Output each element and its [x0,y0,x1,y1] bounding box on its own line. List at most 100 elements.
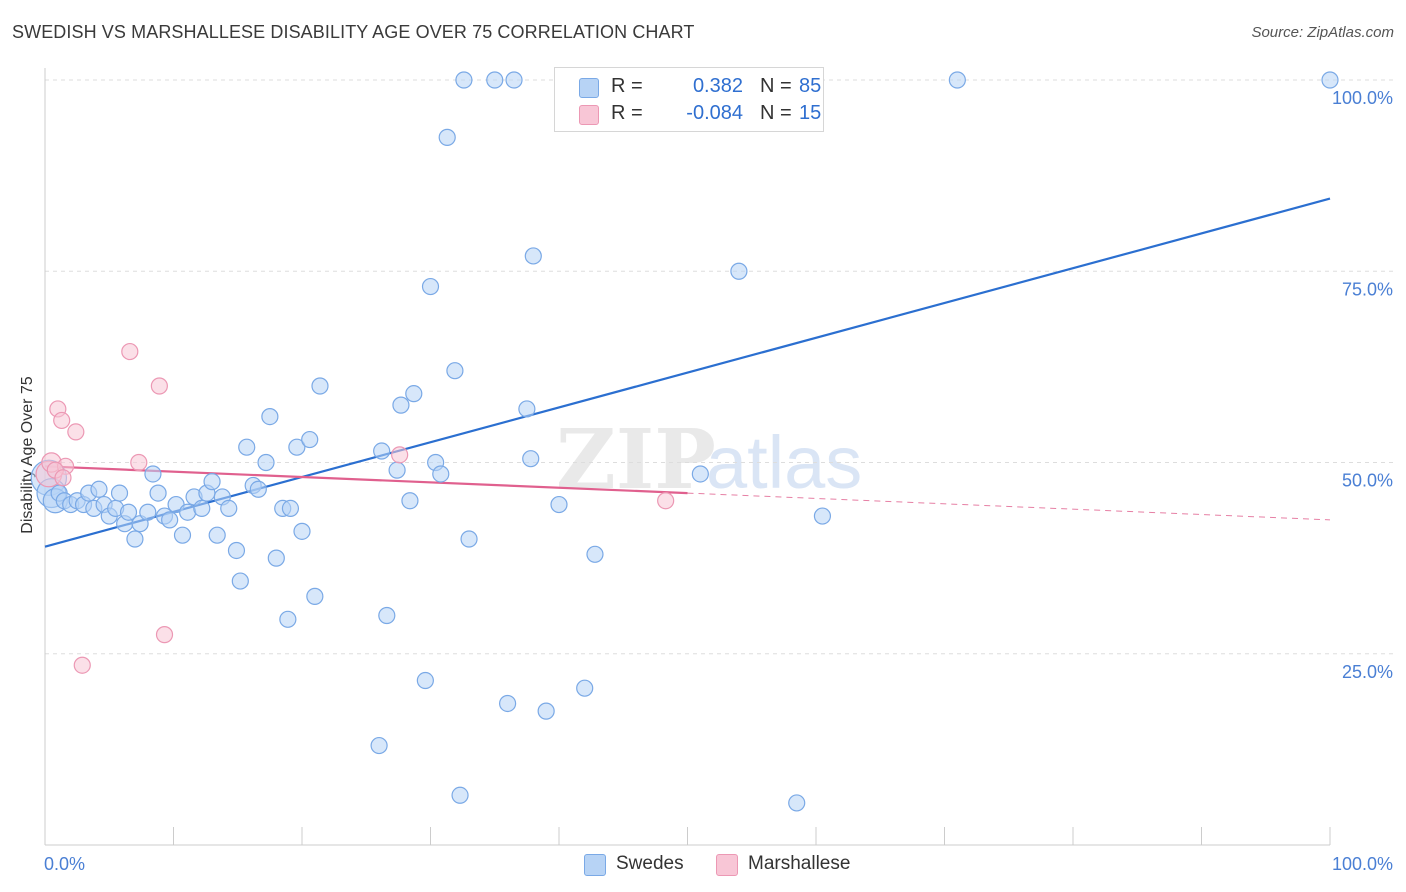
swedes-point [373,442,391,460]
swedes-point [432,465,450,483]
marshallese-point [54,469,72,487]
swedes-point [311,377,329,395]
swedes-point [421,277,440,296]
swedes-point [231,572,249,590]
marshallese-point [130,453,148,472]
x-tick-label: 100.0% [1332,854,1393,874]
y-tick-label: 50.0% [1342,471,1393,491]
swedes-point [392,396,410,414]
marshallese-legend-label: Marshallese [748,853,851,874]
swedes-point [208,526,226,544]
swedes-point [173,526,192,544]
swedes-point [576,679,594,697]
swedes-r-label: R = [611,75,643,97]
swedes-point [370,736,388,755]
marshallese-point [67,423,85,441]
swedes-point [1321,71,1339,89]
swedes-point [281,499,300,517]
swedes-point [788,794,806,812]
swedes-point [227,541,246,560]
swedes-point [586,545,604,563]
swedes-point [522,450,540,468]
swedes-point [293,522,311,540]
marshallese-point [53,411,71,430]
watermark: ZIP atlas [556,412,862,508]
swedes-point [405,385,423,403]
marshallese-point [150,377,168,395]
swedes-point [179,503,197,521]
marshallese-n-label: N = [760,102,792,124]
y-tick-label: 25.0% [1342,662,1393,682]
swedes-point [451,786,469,804]
swedes-point [401,492,419,510]
swedes-point [238,438,256,456]
swedes-point [119,503,138,521]
marshallese-trendline-extension [687,492,1331,521]
swedes-point [486,71,504,89]
gridlines [45,79,1395,655]
swedes-point [730,262,748,280]
swedes-point [537,702,555,720]
swedes-point [455,71,473,89]
swedes-points [30,71,1339,812]
swedes-point [161,511,179,529]
swedes-point [144,465,162,483]
swedes-point [691,465,709,483]
series-legend: Swedes Marshallese [0,852,1406,878]
swedes-point [220,499,238,517]
swedes-point [446,362,464,380]
swedes-point [518,400,536,418]
swedes-n-value: 85 [799,75,822,97]
swedes-point [203,473,221,491]
swedes-point [301,430,319,449]
swedes-point [416,671,434,690]
swedes-point [499,694,517,713]
tick-labels: 25.0% 50.0% 75.0% 100.0% 0.0% 100.0% [44,88,1393,874]
swedes-point [550,495,568,514]
source-credit: Source: ZipAtlas.com [1251,24,1394,41]
swedes-point [460,530,478,548]
marshallese-n-value: 15 [799,102,822,124]
swedes-point [378,606,396,625]
swedes-point [813,507,832,525]
swedes-point [193,499,211,517]
swedes-point [948,71,966,89]
correlation-legend: R = 0.382 N = 85 R = -0.084 N = 15 [554,67,824,132]
swedes-point [505,71,523,89]
y-tick-label: 75.0% [1342,279,1393,299]
swedes-point [288,438,306,456]
marshallese-point [391,446,409,464]
marshallese-r-label: R = [611,102,643,124]
marshallese-r-value: -0.084 [686,102,743,124]
swedes-n-label: N = [760,75,792,97]
marshallese-point [121,342,139,361]
marshallese-points [35,342,675,674]
swedes-point [139,503,157,521]
swedes-point [279,610,297,628]
swedes-point [306,587,324,605]
marshallese-point [657,492,675,510]
swedes-point [149,484,167,502]
swedes-point [249,480,267,498]
marshallese-swatch [579,105,599,125]
swedes-point [110,484,129,502]
swedes-r-value: 0.382 [692,75,743,97]
swedes-point [267,549,285,567]
swedes-point [388,461,406,479]
swedes-point [90,480,108,498]
marshallese-point [73,656,91,674]
swedes-swatch [579,78,599,98]
y-tick-label: 100.0% [1332,88,1393,108]
swedes-point [438,128,456,146]
swedes-point [261,408,279,426]
swedes-legend-label: Swedes [616,853,684,874]
swedes-point [126,530,144,548]
marshallese-point [155,626,174,644]
chart-title: SWEDISH VS MARSHALLESE DISABILITY AGE OV… [12,22,695,42]
swedes-point [524,247,542,265]
x-tick-label: 0.0% [44,854,85,874]
swedes-point [257,453,275,472]
marshallese-legend-swatch [716,854,738,876]
swedes-legend-swatch [584,854,606,876]
